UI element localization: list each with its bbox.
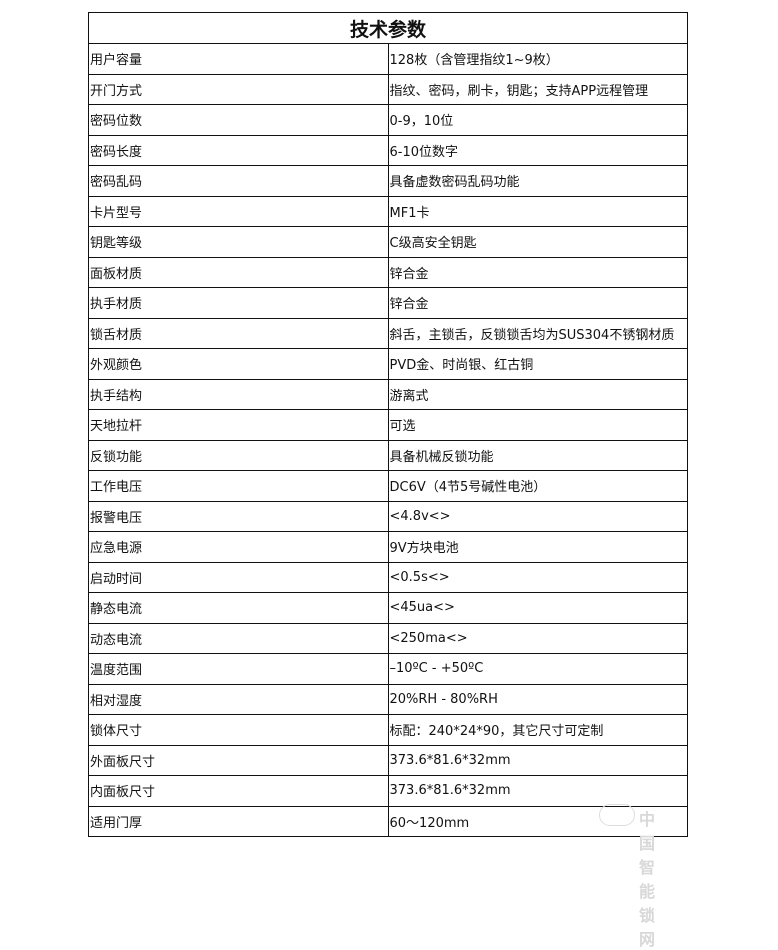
- spec-value: 锌合金: [387, 256, 688, 288]
- spec-value: 锌合金: [387, 287, 688, 319]
- spec-value: 斜舌，主锁舌，反锁锁舌均为SUS304不锈钢材质: [387, 317, 688, 349]
- spec-value: <45ua<>: [387, 592, 688, 624]
- spec-label: 内面板尺寸: [88, 775, 389, 807]
- spec-label: 反锁功能: [88, 439, 389, 471]
- spec-label: 密码位数: [88, 104, 389, 136]
- spec-label: 开门方式: [88, 73, 389, 105]
- spec-value: 6-10位数字: [387, 134, 688, 166]
- table-row: 温度范围 –10ºC - +50ºC: [88, 653, 688, 685]
- spec-value: <0.5s<>: [387, 561, 688, 593]
- spec-label: 工作电压: [88, 470, 389, 502]
- table-row: 执手材质 锌合金: [88, 287, 688, 319]
- spec-value: 128枚（含管理指纹1~9枚）: [387, 43, 688, 75]
- spec-label: 报警电压: [88, 500, 389, 532]
- spec-label: 钥匙等级: [88, 226, 389, 258]
- cloud-icon: [599, 804, 635, 826]
- spec-label: 启动时间: [88, 561, 389, 593]
- spec-value: 标配：240*24*90，其它尺寸可定制: [387, 714, 688, 746]
- table-row: 反锁功能 具备机械反锁功能: [88, 439, 688, 471]
- spec-label: 面板材质: [88, 256, 389, 288]
- spec-label: 动态电流: [88, 622, 389, 654]
- spec-value: 373.6*81.6*32mm: [387, 744, 688, 776]
- table-row: 开门方式 指纹、密码，刷卡，钥匙；支持APP远程管理: [88, 73, 688, 105]
- spec-value: 0-9，10位: [387, 104, 688, 136]
- spec-label: 外面板尺寸: [88, 744, 389, 776]
- spec-value: 20%RH - 80%RH: [387, 683, 688, 715]
- table-row: 应急电源 9V方块电池: [88, 531, 688, 563]
- title-row: 技术参数: [88, 12, 688, 44]
- spec-value: 指纹、密码，刷卡，钥匙；支持APP远程管理: [387, 73, 688, 105]
- table-row: 启动时间 <0.5s<>: [88, 561, 688, 593]
- spec-value: 9V方块电池: [387, 531, 688, 563]
- table-row: 面板材质 锌合金: [88, 256, 688, 288]
- spec-value: 60～120mm: [387, 805, 688, 837]
- table-title: 技术参数: [88, 12, 688, 44]
- spec-value: 游离式: [387, 378, 688, 410]
- table-row: 密码乱码 具备虚数密码乱码功能: [88, 165, 688, 197]
- watermark-text: 中国智能锁网: [639, 810, 657, 949]
- table-row: 执手结构 游离式: [88, 378, 688, 410]
- spec-label: 执手材质: [88, 287, 389, 319]
- spec-label: 锁舌材质: [88, 317, 389, 349]
- spec-table: 技术参数 用户容量 128枚（含管理指纹1~9枚） 开门方式 指纹、密码，刷卡，钥匙；…: [88, 12, 688, 837]
- spec-value: 373.6*81.6*32mm: [387, 775, 688, 807]
- spec-label: 执手结构: [88, 378, 389, 410]
- table-row: 天地拉杆 可选: [88, 409, 688, 441]
- spec-value: 可选: [387, 409, 688, 441]
- spec-label: 温度范围: [88, 653, 389, 685]
- spec-label: 静态电流: [88, 592, 389, 624]
- spec-label: 卡片型号: [88, 195, 389, 227]
- spec-label: 相对湿度: [88, 683, 389, 715]
- spec-value: <4.8v<>: [387, 500, 688, 532]
- table-row: 相对湿度 20%RH - 80%RH: [88, 683, 688, 715]
- spec-label: 外观颜色: [88, 348, 389, 380]
- spec-value: <250ma<>: [387, 622, 688, 654]
- spec-value: C级高安全钥匙: [387, 226, 688, 258]
- spec-label: 锁体尺寸: [88, 714, 389, 746]
- spec-label: 天地拉杆: [88, 409, 389, 441]
- table-row: 报警电压 <4.8v<>: [88, 500, 688, 532]
- table-row: 内面板尺寸 373.6*81.6*32mm: [88, 775, 688, 807]
- spec-value: DC6V（4节5号碱性电池）: [387, 470, 688, 502]
- table-row: 锁舌材质 斜舌，主锁舌，反锁锁舌均为SUS304不锈钢材质: [88, 317, 688, 349]
- table-row: 动态电流 <250ma<>: [88, 622, 688, 654]
- table-row: 工作电压 DC6V（4节5号碱性电池）: [88, 470, 688, 502]
- table-row: 外面板尺寸 373.6*81.6*32mm: [88, 744, 688, 776]
- table-row: 外观颜色 PVD金、时尚银、红古铜: [88, 348, 688, 380]
- spec-value: 具备机械反锁功能: [387, 439, 688, 471]
- spec-label: 密码长度: [88, 134, 389, 166]
- spec-value: MF1卡: [387, 195, 688, 227]
- table-row: 钥匙等级 C级高安全钥匙: [88, 226, 688, 258]
- table-row: 密码位数 0-9，10位: [88, 104, 688, 136]
- table-row: 适用门厚 60～120mm: [88, 805, 688, 837]
- spec-value: –10ºC - +50ºC: [387, 653, 688, 685]
- spec-label: 密码乱码: [88, 165, 389, 197]
- spec-value: PVD金、时尚银、红古铜: [387, 348, 688, 380]
- table-row: 用户容量 128枚（含管理指纹1~9枚）: [88, 43, 688, 75]
- spec-label: 应急电源: [88, 531, 389, 563]
- table-row: 静态电流 <45ua<>: [88, 592, 688, 624]
- table-row: 锁体尺寸 标配：240*24*90，其它尺寸可定制: [88, 714, 688, 746]
- spec-label: 用户容量: [88, 43, 389, 75]
- spec-value: 具备虚数密码乱码功能: [387, 165, 688, 197]
- spec-label: 适用门厚: [88, 805, 389, 837]
- table-row: 密码长度 6-10位数字: [88, 134, 688, 166]
- table-row: 卡片型号 MF1卡: [88, 195, 688, 227]
